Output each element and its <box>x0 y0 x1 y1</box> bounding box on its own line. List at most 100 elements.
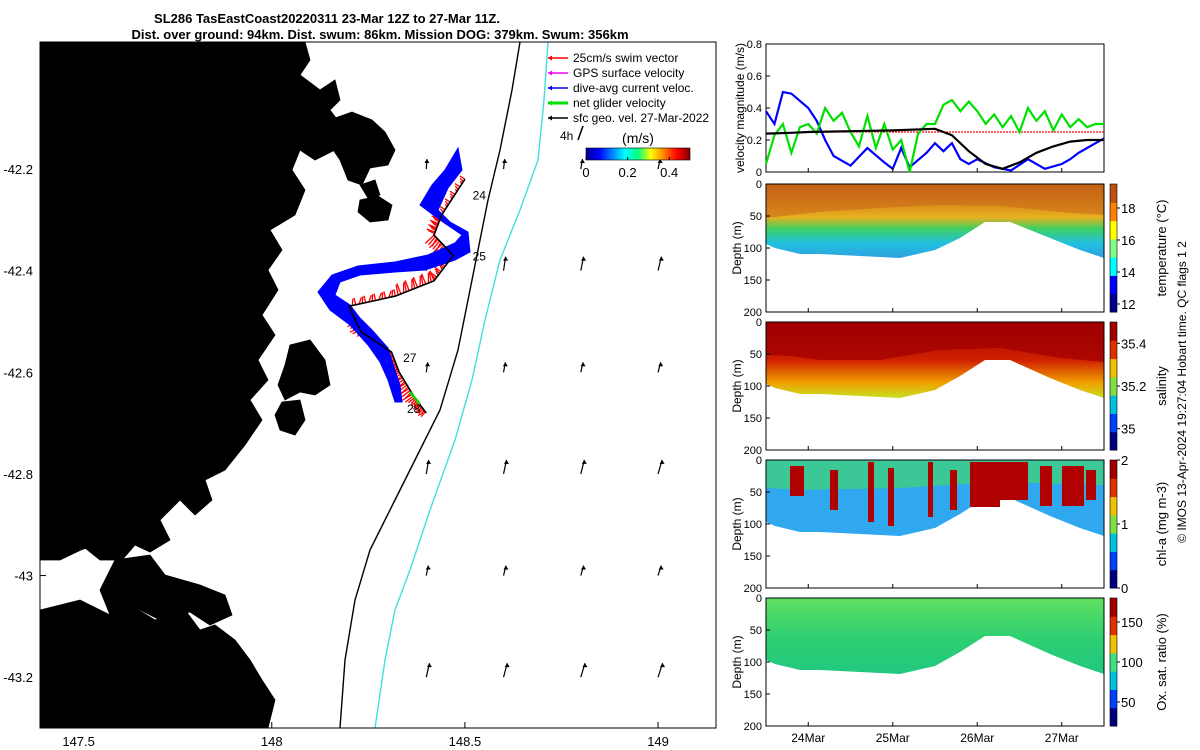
swim-vector <box>429 238 439 249</box>
scale-arrow <box>577 125 584 141</box>
swim-vector <box>429 219 439 225</box>
chla-streaks <box>790 462 1096 526</box>
colorbar-tick-label: 35 <box>1121 422 1135 437</box>
map-colorbar-tick-label: 0 <box>582 165 589 180</box>
geo-vector-head <box>581 256 587 261</box>
swim-vector <box>404 280 410 291</box>
map-colorbar-tick-label: 0.2 <box>619 165 637 180</box>
swim-vector <box>396 283 402 295</box>
swim-vector <box>368 294 373 303</box>
colorbar-segment <box>1110 184 1117 203</box>
day-label: 27 <box>403 351 417 365</box>
day-label: 25 <box>473 250 487 264</box>
section-ytick-label: 200 <box>744 445 762 457</box>
velocity-series-dive-avg <box>765 90 1105 172</box>
colorbar-tick-label: 12 <box>1121 297 1135 312</box>
swim-vector <box>395 284 399 296</box>
title-line2: Dist. over ground: 94km. Dist. swum: 86k… <box>131 27 628 42</box>
swim-vector <box>412 403 421 410</box>
map-ytick-label: -42.6 <box>3 365 33 380</box>
swim-vector <box>432 216 440 222</box>
map-colorbar-label: (m/s) <box>622 130 654 146</box>
section-ytick-label: 200 <box>744 721 762 733</box>
salinity-high <box>766 322 1104 362</box>
map-colorbar-tick-label: 0.4 <box>660 165 678 180</box>
geo-vector-head <box>657 159 663 164</box>
swim-vector <box>418 408 424 414</box>
geo-vector-head <box>504 663 510 668</box>
colorbar-segment <box>1110 376 1117 396</box>
colorbar-frame <box>1109 183 1118 313</box>
colorbar-segment <box>1110 652 1117 672</box>
section-colorbar: 0 1 2 <box>1109 453 1128 596</box>
chla-high-streak <box>790 466 804 496</box>
section-ytick-label: 50 <box>750 625 762 637</box>
geo-vector-head <box>581 565 587 570</box>
swim-vector <box>393 289 397 297</box>
section-colorbar: 50 100 150 <box>1109 597 1143 727</box>
swim-vector <box>427 229 435 235</box>
colorbar-segment <box>1110 569 1117 589</box>
colorbar-segment <box>1110 275 1117 295</box>
velocity-ylabel: velocity magnitude (m/s) <box>733 43 747 173</box>
glider-track <box>347 178 466 414</box>
swim-vector <box>432 240 441 250</box>
chla-high-streak <box>1062 466 1084 506</box>
colorbar-segment <box>1110 220 1117 240</box>
geo-vector-head <box>503 256 509 261</box>
colorbar-segment <box>1110 496 1117 516</box>
map-ytick-label: -43.2 <box>3 670 33 685</box>
land-west-peninsula <box>57 524 96 553</box>
temperature-warm <box>766 184 1104 218</box>
colorbar-segment <box>1110 533 1117 552</box>
swim-vector <box>428 236 436 246</box>
colorbar-tick-label: 150 <box>1121 615 1143 630</box>
chla-high-streak <box>970 462 1000 507</box>
geo-vector-head <box>503 565 509 570</box>
section-ytick-label: 0 <box>756 455 762 467</box>
colorbar-segment <box>1110 395 1117 414</box>
section-ylabel: Depth (m) <box>730 635 744 688</box>
swim-vector <box>388 290 392 298</box>
geo-vector-head <box>660 663 666 668</box>
scale-label: 4h <box>560 129 573 143</box>
swim-vector <box>415 406 423 413</box>
swim-vector <box>404 395 414 403</box>
swim-vector <box>358 296 363 305</box>
land-schouten-island <box>357 195 393 223</box>
colorbar-label: chl-a (mg m-3) <box>1154 482 1169 567</box>
colorbar-tick-label: 2 <box>1121 453 1128 468</box>
geo-vector-head <box>426 663 432 668</box>
colorbar-tick-label: 100 <box>1121 655 1143 670</box>
time-xtick-label: 26Mar <box>960 731 994 745</box>
isobath-200 <box>339 42 521 728</box>
land-maria-south <box>274 399 306 436</box>
swim-vector <box>407 397 416 404</box>
land-maria-island <box>277 339 331 401</box>
swim-vector <box>361 296 364 304</box>
chla-high-streak <box>1000 462 1028 500</box>
swim-vector <box>373 293 377 301</box>
swim-vector <box>403 281 408 292</box>
colorbar-segment <box>1110 551 1117 571</box>
colorbar-tick-label: 35.2 <box>1121 379 1146 394</box>
swim-vector <box>454 183 461 188</box>
swim-vector <box>426 228 436 233</box>
colorbar-segment <box>1110 340 1117 360</box>
section-ytick-label: 50 <box>750 349 762 361</box>
swim-vector <box>420 411 426 418</box>
legend-arrowhead <box>548 85 552 91</box>
land-freycinet <box>329 111 396 186</box>
swim-vector <box>363 295 367 303</box>
geo-vector-field <box>424 158 666 678</box>
section-ytick-label: 100 <box>744 381 762 393</box>
swim-vector <box>449 190 456 195</box>
colorbar-tick-label: 16 <box>1121 233 1135 248</box>
isobath-1000 <box>374 42 549 728</box>
map-frame <box>39 41 717 729</box>
legend-arrowhead <box>548 55 552 61</box>
swim-vector <box>415 404 421 411</box>
